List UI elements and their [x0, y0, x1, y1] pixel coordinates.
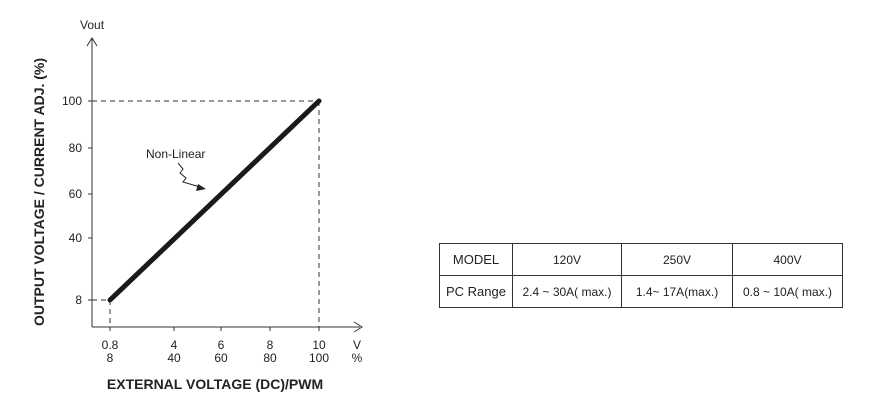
- x-tick-label-top: 8: [267, 338, 274, 352]
- annotation-label: Non-Linear: [146, 147, 205, 161]
- chart-series: [107, 98, 322, 303]
- x-tick-label-top: 4: [171, 338, 178, 352]
- x-tick-label-top: 0.8: [102, 338, 119, 352]
- x-tick-label-bottom: 8: [107, 351, 114, 365]
- annotation-arrowhead: [196, 184, 206, 191]
- table-header-cell: 120V: [512, 243, 622, 276]
- x-tick-label-bottom: 60: [214, 351, 228, 365]
- table-header-cell: MODEL: [439, 243, 513, 276]
- x-axis-arrow: [353, 321, 363, 333]
- y-tick-label: 60: [69, 187, 83, 201]
- x-tick-label-bottom: 80: [263, 351, 277, 365]
- x-tick-label-bottom: 40: [167, 351, 181, 365]
- y-axis-label: OUTPUT VOLTAGE / CURRENT ADJ. (%): [31, 58, 47, 326]
- x-unit-bottom: %: [352, 351, 363, 365]
- x-tick-label-bottom: 100: [309, 351, 329, 365]
- table-header-cell: 250V: [621, 243, 733, 276]
- y-tick-label: 40: [69, 231, 83, 245]
- pc-range-table: MODEL 120V 250V 400V PC Range 2.4 ~ 30A(…: [439, 243, 843, 308]
- x-axis-label: EXTERNAL VOLTAGE (DC)/PWM: [107, 376, 323, 392]
- x-unit-top: V: [353, 338, 361, 352]
- table-cell: 1.4~ 17A(max.): [621, 275, 733, 308]
- y-ticks: 8 40 60 80 100: [62, 94, 92, 307]
- dashed-guides: [92, 100, 320, 327]
- x-tick-label-top: 10: [312, 338, 326, 352]
- y-axis-arrow: [86, 37, 98, 47]
- x-tick-label-top: 6: [218, 338, 225, 352]
- table-cell: PC Range: [439, 275, 513, 308]
- y-axis-top-label: Vout: [80, 18, 105, 32]
- annotation-arrow: [177, 162, 201, 188]
- y-tick-label: 8: [75, 293, 82, 307]
- table-header-row: MODEL 120V 250V 400V: [439, 243, 843, 276]
- chart-axes: [86, 37, 363, 333]
- series-line: [107, 98, 322, 303]
- table-cell: 0.8 ~ 10A( max.): [732, 275, 843, 308]
- table-header-cell: 400V: [732, 243, 843, 276]
- table-row: PC Range 2.4 ~ 30A( max.) 1.4~ 17A(max.)…: [439, 275, 843, 308]
- y-tick-label: 100: [62, 94, 82, 108]
- y-tick-label: 80: [69, 141, 83, 155]
- table-cell: 2.4 ~ 30A( max.): [512, 275, 622, 308]
